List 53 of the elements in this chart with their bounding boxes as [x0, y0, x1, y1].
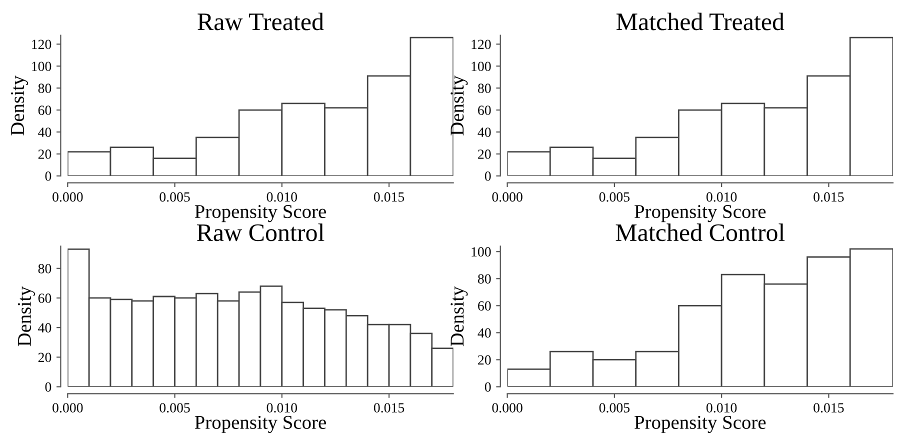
y-axis-title: Density	[18, 286, 36, 346]
y-tick-label: 0	[45, 172, 52, 181]
chart-title: Raw Treated	[198, 12, 324, 30]
y-axis-title: Density	[450, 286, 468, 346]
y-tick-label: 40	[38, 128, 52, 137]
y-tick-label: 120	[32, 40, 52, 50]
y-axis-title: Density	[450, 75, 468, 136]
y-tick-label: 120	[472, 40, 491, 50]
y-tick-label: 0	[484, 172, 491, 181]
x-tick-label: 0.000	[52, 192, 83, 202]
y-tick-label: 80	[478, 274, 491, 284]
y-tick-label: 40	[478, 328, 491, 338]
y-tick-label: 60	[478, 106, 491, 115]
x-tick-label: 0.015	[374, 192, 404, 202]
y-tick-label: 60	[478, 301, 491, 311]
y-tick-label: 100	[472, 247, 491, 257]
x-tick-label: 0.010	[706, 192, 737, 202]
y-tick-label: 100	[32, 62, 52, 72]
y-tick-label: 40	[478, 128, 491, 137]
x-tick-label: 0.000	[492, 192, 522, 202]
y-tick-label: 60	[38, 294, 52, 303]
y-tick-label: 40	[38, 323, 52, 333]
chart-title: Raw Control	[196, 224, 324, 242]
x-axis-title: Propensity Score	[634, 416, 766, 433]
y-tick-label: 20	[478, 355, 491, 365]
y-axis-title: Density	[10, 75, 28, 136]
x-tick-label: 0.015	[814, 403, 844, 413]
x-axis-title: Propensity Score	[194, 416, 326, 433]
x-tick-label: 0.000	[492, 403, 522, 413]
x-tick-label: 0.015	[374, 403, 404, 413]
y-tick-label: 100	[472, 62, 491, 72]
x-tick-label: 0.010	[266, 403, 298, 413]
x-tick-label: 0.005	[160, 192, 190, 202]
x-tick-label: 0.005	[599, 192, 630, 202]
y-tick-label: 0	[484, 382, 491, 392]
y-tick-label: 80	[38, 264, 52, 274]
x-tick-label: 0.015	[814, 192, 844, 202]
y-tick-label: 20	[38, 150, 52, 159]
x-tick-label: 0.005	[599, 403, 630, 413]
y-tick-label: 80	[38, 84, 52, 94]
x-tick-label: 0.010	[706, 403, 737, 413]
y-tick-label: 0	[45, 382, 52, 392]
y-tick-label: 80	[478, 84, 491, 94]
y-tick-label: 20	[478, 150, 491, 159]
chart-title: Matched Control	[616, 224, 785, 242]
x-tick-label: 0.000	[52, 403, 83, 413]
y-tick-label: 60	[38, 106, 52, 115]
chart-title: Matched Treated	[616, 12, 784, 30]
x-tick-label: 0.010	[266, 192, 298, 202]
x-tick-label: 0.005	[160, 403, 190, 413]
x-axis-title: Propensity Score	[634, 205, 766, 222]
y-tick-label: 20	[38, 352, 52, 362]
x-axis-title: Propensity Score	[194, 205, 326, 222]
